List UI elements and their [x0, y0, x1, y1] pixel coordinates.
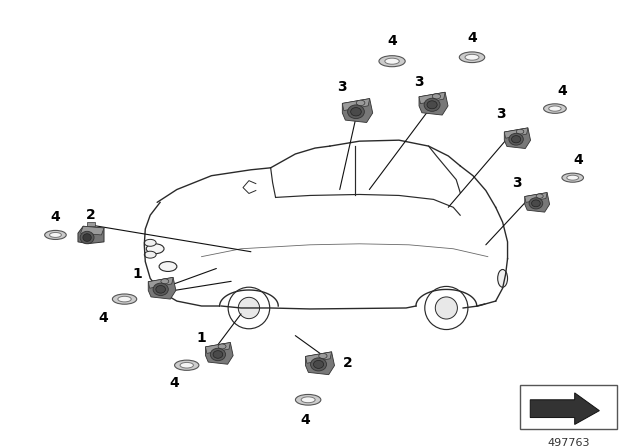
Ellipse shape [348, 105, 364, 119]
Ellipse shape [567, 175, 579, 180]
Ellipse shape [49, 233, 61, 237]
Ellipse shape [310, 358, 326, 371]
Polygon shape [342, 99, 372, 122]
Polygon shape [504, 128, 528, 138]
Polygon shape [305, 352, 332, 363]
Ellipse shape [465, 54, 479, 60]
Polygon shape [419, 92, 448, 115]
Ellipse shape [296, 394, 321, 405]
Polygon shape [531, 393, 599, 424]
Polygon shape [205, 343, 230, 353]
Ellipse shape [144, 239, 156, 246]
Ellipse shape [532, 200, 540, 207]
Ellipse shape [113, 294, 137, 304]
Text: 2: 2 [86, 208, 96, 222]
Ellipse shape [548, 106, 561, 111]
Ellipse shape [511, 136, 521, 143]
Ellipse shape [562, 173, 584, 182]
Text: 3: 3 [337, 80, 346, 94]
Ellipse shape [319, 353, 327, 358]
Ellipse shape [432, 94, 440, 99]
Text: 4: 4 [51, 210, 60, 224]
Text: 4: 4 [557, 84, 566, 98]
Text: 2: 2 [343, 356, 353, 370]
Ellipse shape [529, 198, 543, 209]
Ellipse shape [180, 362, 193, 368]
Text: 497763: 497763 [547, 438, 590, 448]
Text: 4: 4 [387, 34, 397, 48]
Ellipse shape [45, 230, 66, 240]
Ellipse shape [427, 101, 437, 109]
Ellipse shape [460, 52, 484, 63]
Polygon shape [305, 352, 335, 375]
Polygon shape [342, 99, 370, 111]
Text: 4: 4 [300, 413, 310, 426]
Ellipse shape [536, 194, 543, 198]
Text: 3: 3 [496, 107, 506, 121]
Polygon shape [78, 226, 104, 244]
Circle shape [435, 297, 458, 319]
Ellipse shape [211, 348, 225, 361]
Ellipse shape [153, 283, 168, 296]
Text: 4: 4 [467, 30, 477, 44]
Ellipse shape [161, 279, 169, 284]
Circle shape [238, 297, 260, 319]
Ellipse shape [509, 134, 524, 145]
Ellipse shape [301, 397, 315, 403]
Ellipse shape [543, 104, 566, 113]
Polygon shape [504, 128, 531, 149]
Ellipse shape [218, 344, 226, 349]
Ellipse shape [314, 360, 324, 368]
Text: 1: 1 [132, 267, 142, 281]
Ellipse shape [424, 98, 440, 111]
Bar [520, 385, 617, 429]
Bar [86, 222, 95, 226]
Ellipse shape [516, 129, 524, 134]
Polygon shape [419, 92, 445, 103]
Text: 4: 4 [98, 311, 108, 325]
Text: 4: 4 [169, 376, 179, 390]
Ellipse shape [175, 360, 199, 370]
Text: 1: 1 [196, 331, 207, 345]
Polygon shape [81, 226, 104, 235]
Ellipse shape [80, 231, 94, 244]
Text: 4: 4 [573, 153, 584, 167]
Ellipse shape [356, 100, 365, 106]
Ellipse shape [385, 58, 399, 64]
Ellipse shape [498, 270, 508, 287]
Ellipse shape [379, 56, 405, 67]
Ellipse shape [147, 244, 164, 254]
Text: 3: 3 [513, 176, 522, 190]
Polygon shape [205, 343, 233, 364]
Polygon shape [525, 193, 547, 202]
Polygon shape [525, 193, 550, 212]
Ellipse shape [83, 234, 92, 241]
Ellipse shape [351, 108, 362, 116]
Polygon shape [148, 277, 176, 299]
Text: 3: 3 [414, 75, 424, 89]
Ellipse shape [118, 296, 131, 302]
Polygon shape [148, 277, 173, 288]
Ellipse shape [213, 351, 223, 358]
Ellipse shape [156, 285, 166, 293]
Ellipse shape [159, 262, 177, 271]
Ellipse shape [144, 251, 156, 258]
